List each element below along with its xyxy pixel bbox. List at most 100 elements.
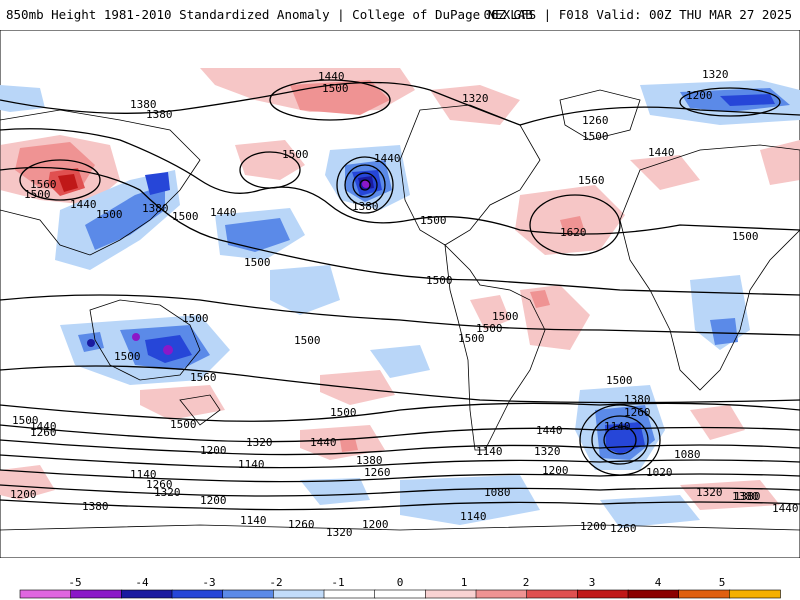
contour-label: 1080 bbox=[484, 486, 511, 499]
contour-label: 1380 bbox=[142, 202, 169, 215]
contour-label: 1320 bbox=[246, 436, 273, 449]
colorbar-segment bbox=[222, 589, 275, 599]
contour-label: 1500 bbox=[282, 148, 309, 161]
contour-label: 1440 bbox=[30, 420, 57, 433]
contour-label: 1440 bbox=[772, 502, 799, 515]
contour-label: 1500 bbox=[244, 256, 271, 269]
contour-label: 1440 bbox=[210, 206, 237, 219]
contour-label: 1380 bbox=[732, 490, 759, 503]
contour-label: 1200 bbox=[10, 488, 37, 501]
colorbar-segments bbox=[19, 589, 781, 599]
contour-label: 1560 bbox=[578, 174, 605, 187]
contour-label: 1380 bbox=[734, 490, 761, 503]
contour-label: 1500 bbox=[170, 418, 197, 431]
contour-label: 1320 bbox=[696, 486, 723, 499]
contour-label: 1260 bbox=[364, 466, 391, 479]
contour-label: 1500 bbox=[182, 312, 209, 325]
contour-label: 1260 bbox=[146, 478, 173, 491]
contour-label: 1500 bbox=[322, 82, 349, 95]
colorbar-tick-label: 0 bbox=[397, 576, 404, 589]
contour-label: 1200 bbox=[580, 520, 607, 533]
colorbar-tick-label: 4 bbox=[655, 576, 662, 589]
contour-label: 1260 bbox=[288, 518, 315, 531]
colorbar-segment bbox=[272, 589, 325, 599]
contour-label: 1140 bbox=[460, 510, 487, 523]
colorbar-segment bbox=[424, 589, 477, 599]
contour-label: 1500 bbox=[458, 332, 485, 345]
colorbar-tick-label: -3 bbox=[202, 576, 215, 589]
map-title: 850mb Height 1981-2010 Standardized Anom… bbox=[6, 7, 533, 22]
contour-label: 1380 bbox=[624, 393, 651, 406]
contour-label: 1500 bbox=[420, 214, 447, 227]
contour-label: 1200 bbox=[362, 518, 389, 531]
colorbar-segment bbox=[121, 589, 173, 599]
colorbar-segment bbox=[576, 589, 629, 599]
contour-label: 1500 bbox=[294, 334, 321, 347]
height-contours bbox=[0, 79, 800, 511]
contour-label: 1200 bbox=[200, 444, 227, 457]
contour-label: 1500 bbox=[330, 406, 357, 419]
contour-label: 1440 bbox=[648, 146, 675, 159]
contour-label: 1500 bbox=[24, 188, 51, 201]
contour-label: 1140 bbox=[604, 420, 631, 433]
colorbar-segment bbox=[70, 589, 123, 599]
contour-label: 1320 bbox=[154, 486, 181, 499]
contour-label: 1140 bbox=[238, 458, 265, 471]
contour-label: 1500 bbox=[172, 210, 199, 223]
colorbar-ticks: -5 -4 -3 -2 -1 0 1 2 3 4 5 bbox=[68, 576, 725, 589]
colorbar-segment bbox=[627, 589, 680, 599]
contour-label: 1380 bbox=[82, 500, 109, 513]
colorbar-tick-label: -4 bbox=[135, 576, 149, 589]
colorbar-segment bbox=[374, 589, 427, 599]
contour-label: 1380 bbox=[130, 98, 157, 111]
contour-label: 1500 bbox=[732, 230, 759, 243]
contour-label: 1260 bbox=[624, 406, 651, 419]
contour-label: 1380 bbox=[146, 108, 173, 121]
contour-label: 1500 bbox=[476, 322, 503, 335]
contour-label: 1500 bbox=[12, 414, 39, 427]
contour-label: 1020 bbox=[646, 466, 673, 479]
contour-label: 1140 bbox=[130, 468, 157, 481]
contour-label: 1380 bbox=[352, 200, 379, 213]
contour-label: 1440 bbox=[536, 424, 563, 437]
positive-anomaly-shading bbox=[0, 68, 800, 510]
run-info: 06Z GFS | F018 Valid: 00Z THU MAR 27 202… bbox=[483, 7, 792, 22]
colorbar-tick-label: -2 bbox=[269, 576, 282, 589]
contour-label: 1500 bbox=[426, 274, 453, 287]
colorbar-tick-label: 1 bbox=[461, 576, 468, 589]
contour-label: 1560 bbox=[30, 178, 57, 191]
contour-label: 1080 bbox=[674, 448, 701, 461]
contour-label: 1500 bbox=[114, 350, 141, 363]
colorbar-segment bbox=[19, 589, 72, 599]
colorbar-segment bbox=[323, 589, 376, 599]
contour-label: 1140 bbox=[476, 445, 503, 458]
contour-label: 1500 bbox=[606, 374, 633, 387]
colorbar-tick-label: 5 bbox=[719, 576, 726, 589]
contour-label: 1620 bbox=[560, 226, 587, 239]
contour-label: 1320 bbox=[702, 68, 729, 81]
colorbar-tick-label: 3 bbox=[589, 576, 596, 589]
colorbar-segment bbox=[526, 589, 579, 599]
colorbar-segment bbox=[171, 589, 224, 599]
contour-label: 1200 bbox=[686, 89, 713, 102]
contour-label: 1200 bbox=[200, 494, 227, 507]
contour-label: 1440 bbox=[318, 70, 345, 83]
contour-label: 1380 bbox=[356, 454, 383, 467]
contour-label: 1440 bbox=[70, 198, 97, 211]
contour-label: 1320 bbox=[326, 526, 353, 539]
contour-label: 1500 bbox=[492, 310, 519, 323]
contour-label: 1500 bbox=[96, 208, 123, 221]
contour-label: 1140 bbox=[240, 514, 267, 527]
contour-label: 1260 bbox=[30, 426, 57, 439]
colorbar-tick-label: -1 bbox=[331, 576, 344, 589]
colorbar-tick-label: 2 bbox=[523, 576, 530, 589]
contour-label: 1440 bbox=[310, 436, 337, 449]
contour-label: 1440 bbox=[374, 152, 401, 165]
colorbar: -5 -4 -3 -2 -1 0 1 2 3 4 5 bbox=[19, 576, 781, 599]
contour-label: 1260 bbox=[582, 114, 609, 127]
colorbar-segment bbox=[475, 589, 528, 599]
contour-label: 1320 bbox=[534, 445, 561, 458]
contour-label: 1260 bbox=[610, 522, 637, 535]
contour-labels: 1440 1500 1320 1380 1200 1380 1320 1260 … bbox=[10, 68, 799, 539]
header-bar: 850mb Height 1981-2010 Standardized Anom… bbox=[0, 0, 800, 30]
